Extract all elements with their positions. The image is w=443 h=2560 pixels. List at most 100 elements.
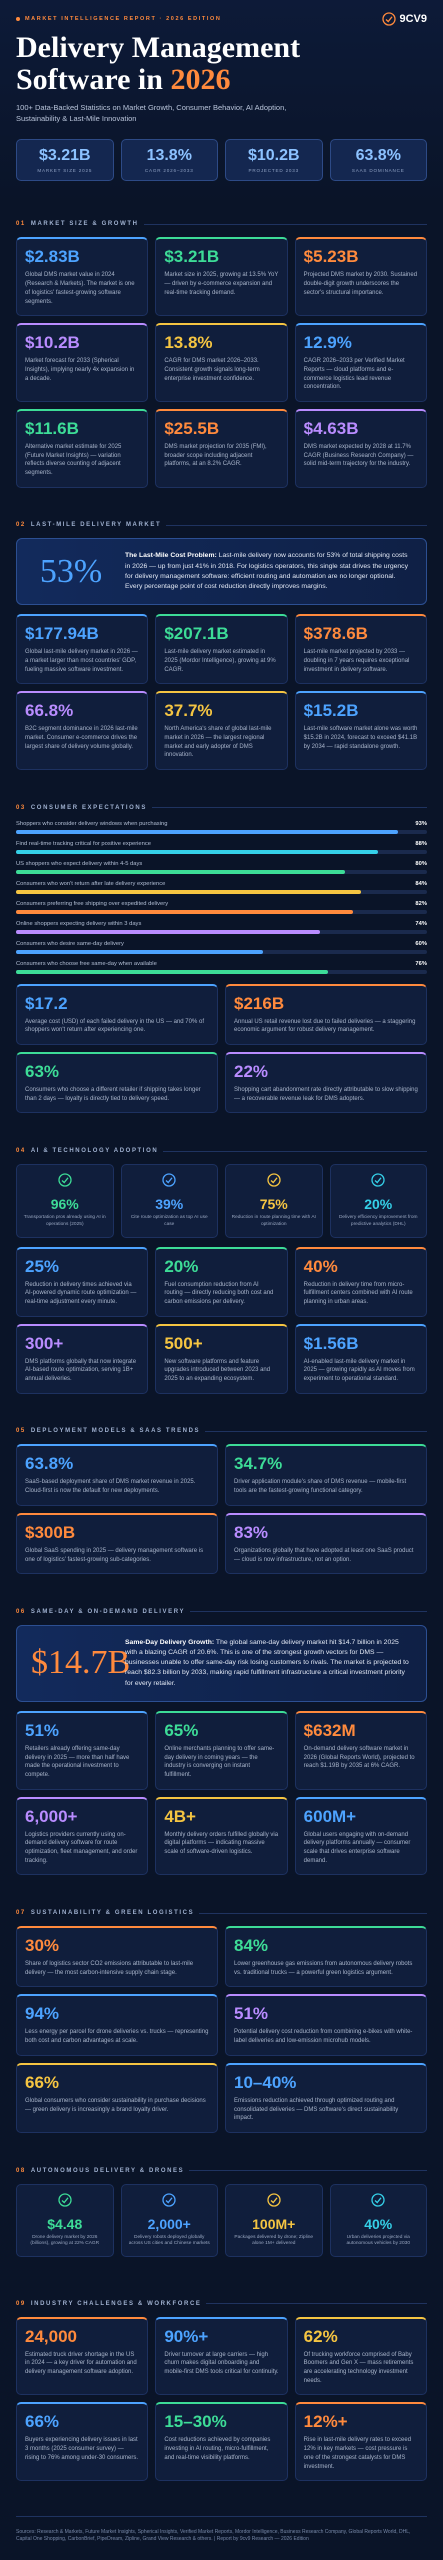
stat-value: 65% [164,1720,199,1740]
section: 08 AUTONOMOUS DELIVERY & DRONES $4.48 Drone… [16,2168,427,2266]
icon [371,2192,385,2207]
stat-card: 34.7% Driver application module's share o… [225,1444,427,1506]
stat-value: 66% [25,2072,60,2092]
icon-stat-value: 96% [50,1196,79,1213]
stat-value: 34.7% [234,1454,283,1474]
stat-card: $632M On-demand delivery software market … [294,1710,427,1790]
stat-card: 51% Potential delivery cost reduction fro… [225,1994,427,2056]
bar-header: Online shoppers expecting delivery withi… [16,921,427,927]
rule [166,524,427,526]
stat-value: 51% [234,2004,269,2024]
bar-row: Consumers preferring free shipping over … [16,901,427,914]
section-number: 05 [16,1428,26,1435]
stat-value: 66% [25,2412,60,2432]
bar-value-label: 74% [415,920,427,927]
bar [16,889,362,894]
stat-card: 66% Global consumers who consider sustain… [16,2062,218,2133]
stat-text: DMS market expected by 2028 at 11.7% CAG… [303,443,414,468]
rule [143,223,427,225]
icon [371,1173,385,1187]
bar-header: Find real-time tracking critical for pos… [16,841,427,847]
icon-stat-label: Transportation pros already using AI in … [23,1215,106,1227]
bar-value-label: 84% [415,880,427,887]
logo-mark [382,12,397,26]
icon-stat: 75% Reduction in route planning time with… [225,1164,323,1238]
section-heading: 01 MARKET SIZE & GROWTH [16,221,427,227]
stat-card: 66.8% B2C segment dominance in 2026 last-… [16,691,149,770]
stat-text: Estimated truck driver shortage in the U… [25,2351,137,2376]
bar-list: Shoppers who consider delivery windows w… [16,821,427,974]
stat-card: 24,000 Estimated truck driver shortage in… [16,2316,149,2396]
bar-header: US shoppers who expect delivery within 4… [16,861,427,867]
stat-value: $15.2B [303,701,359,721]
stat-text: CAGR 2026–2033 per Verified Market Repor… [303,358,405,391]
stat-value: $632M [303,1720,356,1740]
section-number: 04 [16,1148,26,1155]
bar-value-label: 93% [415,820,427,827]
section-title: INDUSTRY CHALLENGES & WORKFORCE [30,2300,202,2307]
stat-card: $11.6B Alternative market estimate for 20… [16,408,149,488]
stat-card: $4.63B DMS market expected by 2028 at 11.… [294,408,427,488]
stat-text: Organizations globally that have adopted… [234,1547,414,1563]
icon-stat-value: 100M+ [252,2215,296,2232]
stat-card: $5.23B Projected DMS market by 2030. Sust… [294,237,427,317]
stat-value: 12.9% [303,333,352,353]
stat-value: $17.2 [25,993,68,1013]
section-title: SUSTAINABILITY & GREEN LOGISTICS [30,1910,195,1917]
rule [189,2170,427,2172]
icon [267,1173,281,1187]
bar-track [16,969,427,974]
stat-card: 12.9% CAGR 2026–2033 per Verified Market … [294,323,427,402]
section-title: DEPLOYMENT MODELS & SAAS TRENDS [30,1428,201,1435]
section: 05 DEPLOYMENT MODELS & SAAS TRENDS 63.8% Sa… [16,1428,427,1575]
stat-value: 94% [25,2004,60,2024]
stat-card: $25.5B DMS market projection for 2035 (FM… [155,408,288,488]
stat-card: 300+ DMS platforms globally that now inte… [16,1323,149,1394]
kpi: $3.21B MARKET SIZE 2025 [16,138,114,181]
stat-text: CAGR for DMS market 2026–2033. Consisten… [164,358,260,382]
stat-value: 20% [164,1256,199,1276]
stat-text: Global last-mile delivery market in 2026… [25,649,138,673]
rule [206,2303,427,2305]
bar-label: Online shoppers expecting delivery withi… [16,920,142,927]
section-title: SAME-DAY & ON-DEMAND DELIVERY [30,1608,186,1615]
stat-value: 22% [234,1062,269,1082]
bar-track [16,929,427,934]
icon-stat: 39% Cite route optimization as top AI use… [120,1164,218,1238]
icon [162,1173,176,1187]
title-year: 2026 [170,62,231,96]
icon-stat-value: $4.48 [47,2215,83,2232]
stat-card: 84% Lower greenhouse gas emissions from a… [225,1926,427,1988]
stat-text: Buyers experiencing delivery issues in l… [25,2437,139,2461]
stat-card: 30% Share of logistics sector CO2 emissio… [16,1926,218,1988]
stat-card: 22% Shopping cart abandonment rate direct… [225,1052,427,1114]
stat-card: $15.2B Last-mile software market alone wa… [294,691,427,770]
stat-card: 25% Reduction in delivery times achieved … [16,1246,149,1317]
card-grid: 25% Reduction in delivery times achieved … [16,1246,427,1394]
stat-text: Reduction in delivery times achieved via… [25,1281,137,1305]
stat-card: 12%+ Rise in last-mile delivery rates to … [294,2402,427,2482]
stat-value: $11.6B [25,418,79,438]
stat-value: 300+ [25,1333,64,1353]
stat-value: $207.1B [164,624,229,644]
stat-card: 66% Buyers experiencing delivery issues i… [16,2402,149,2482]
stat-text: Last-mile market projected by 2033 — dou… [303,649,410,673]
section-number: 09 [16,2300,26,2307]
section-heading: 08 AUTONOMOUS DELIVERY & DRONES [16,2168,427,2174]
stat-value: 500+ [164,1333,203,1353]
bar-track [16,829,427,834]
stat-card: $177.94B Global last-mile delivery market… [16,614,149,685]
stat-text: DMS platforms globally that now integrat… [25,1358,137,1383]
icon-stat-label: Reduction in route planning time with AI… [231,1215,316,1227]
stat-value: 600M+ [303,1806,357,1826]
header: MARKET INTELLIGENCE REPORT · 2026 EDITIO… [0,0,443,187]
stat-card: 40% Reduction in delivery time from micro… [294,1246,427,1317]
stat-value: 13.8% [164,333,213,353]
section: 04 AI & TECHNOLOGY ADOPTION 96% Transportat… [16,1148,427,1394]
stat-text: On-demand delivery software market in 20… [303,1745,415,1770]
kpi-label: SAAS DOMINANCE [351,167,405,173]
bar-row: Shoppers who consider delivery windows w… [16,821,427,834]
icon-stat-value: 75% [259,1196,288,1213]
stat-card: 63.8% SaaS-based deployment share of DMS … [16,1444,218,1506]
